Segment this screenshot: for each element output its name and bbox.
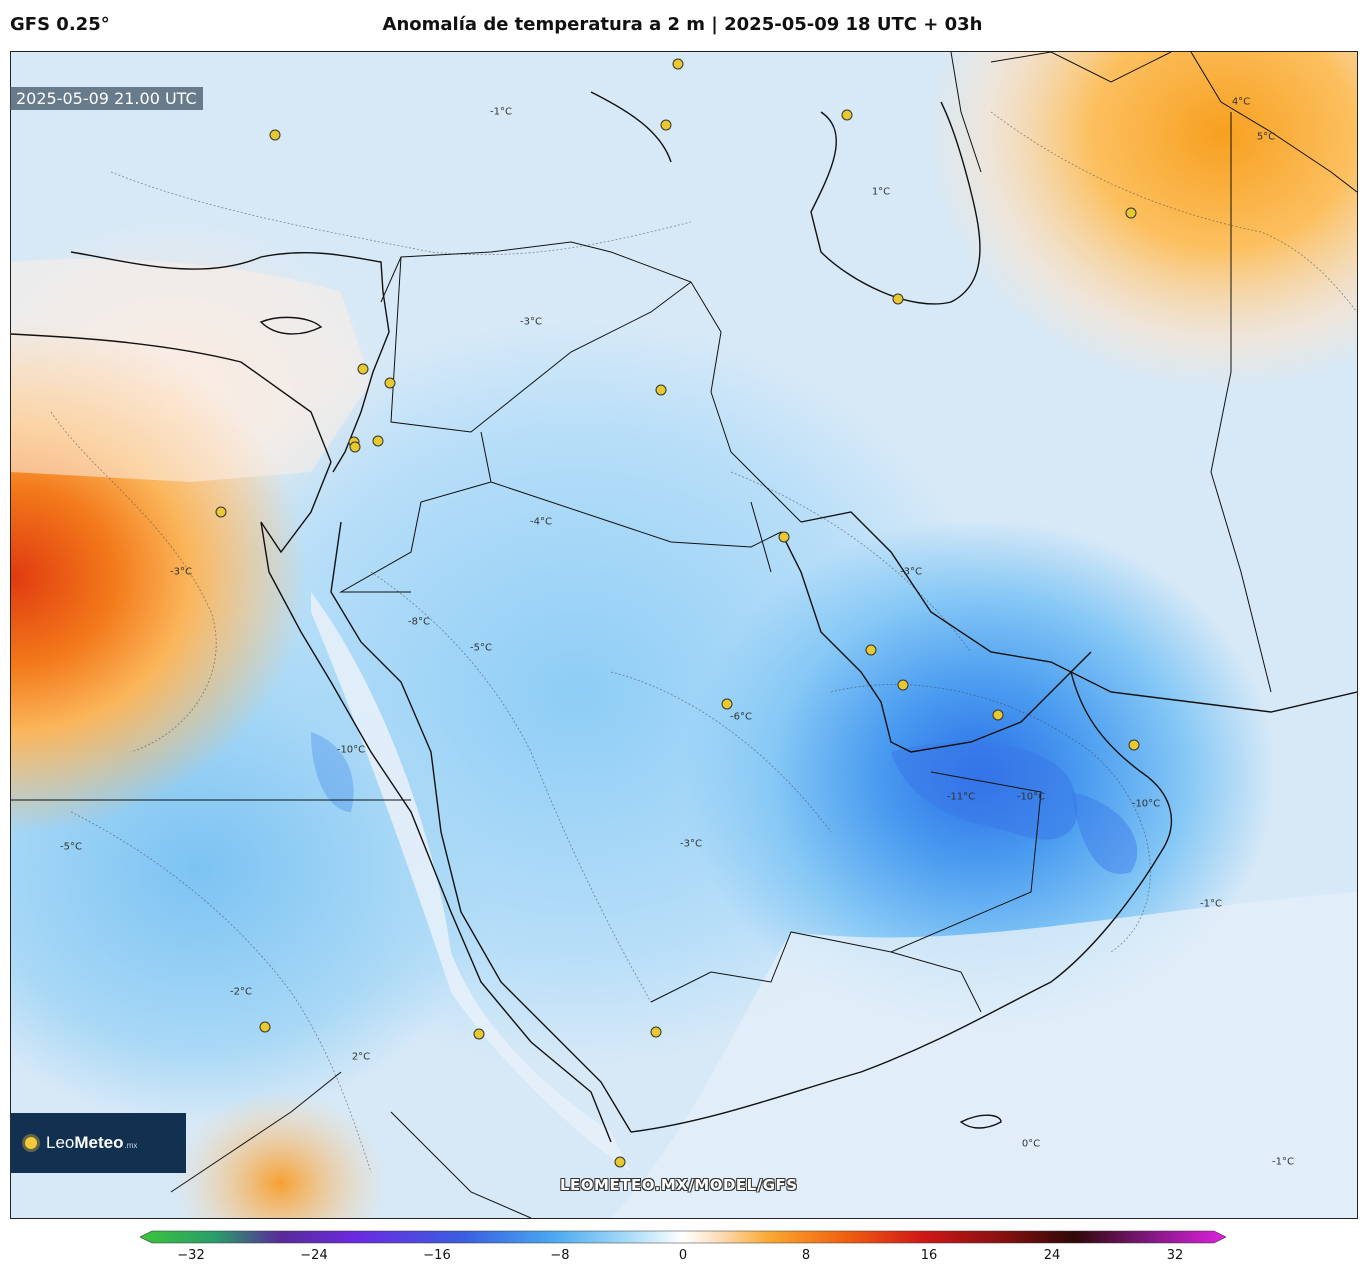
isotherm-label: -2°C xyxy=(230,986,252,998)
valid-time-badge: 2025-05-09 21.00 UTC xyxy=(10,87,203,110)
city-marker xyxy=(655,384,667,396)
isotherm-label: -1°C xyxy=(490,106,512,118)
isotherm-label: -5°C xyxy=(470,642,492,654)
city-marker xyxy=(841,109,853,121)
colorbar xyxy=(140,1230,1226,1244)
sun-icon xyxy=(20,1132,42,1154)
map-canvas[interactable]: -1°C 1°C -3°C -4°C -5°C -6°C -8°C -10°C … xyxy=(10,51,1358,1219)
logo-wordmark: LeoMeteo.mx xyxy=(46,1133,138,1152)
colorbar-tick-label: 8 xyxy=(801,1248,811,1263)
city-marker xyxy=(778,531,790,543)
anomaly-field xyxy=(11,52,1357,1218)
isotherm-label: -1°C xyxy=(1272,1156,1294,1168)
isotherm-label: -8°C xyxy=(408,616,430,628)
city-marker xyxy=(357,363,369,375)
city-marker xyxy=(215,506,227,518)
city-marker xyxy=(384,377,396,389)
model-label: GFS 0.25° xyxy=(10,14,110,35)
city-marker xyxy=(259,1021,271,1033)
isotherm-label: 1°C xyxy=(871,186,891,198)
city-marker xyxy=(865,644,877,656)
city-marker xyxy=(892,293,904,305)
source-watermark[interactable]: LEOMETEO.MX/MODEL/GFS xyxy=(560,1176,798,1194)
isotherm-label: -3°C xyxy=(680,838,702,850)
colorbar-tick-label: 24 xyxy=(1043,1248,1061,1263)
city-marker xyxy=(1125,207,1137,219)
isotherm-label: -3°C xyxy=(170,566,192,578)
city-marker xyxy=(1128,739,1140,751)
city-marker xyxy=(269,129,281,141)
colorbar-tick-label: −16 xyxy=(423,1248,451,1263)
isotherm-label: -3°C xyxy=(900,566,922,578)
isotherm-label: -6°C xyxy=(730,711,752,723)
isotherm-label: -4°C xyxy=(530,516,552,528)
isotherm-label: -10°C xyxy=(336,744,366,756)
colorbar-tick-label: 0 xyxy=(678,1248,688,1263)
city-marker xyxy=(897,679,909,691)
city-marker xyxy=(660,119,672,131)
colorbar-tick-label: −24 xyxy=(300,1248,328,1263)
city-marker xyxy=(650,1026,662,1038)
colorbar-tick-label: −8 xyxy=(550,1248,570,1263)
city-marker xyxy=(672,58,684,70)
city-marker xyxy=(614,1156,626,1168)
colorbar-tick-label: 16 xyxy=(920,1248,938,1263)
city-marker xyxy=(372,435,384,447)
city-marker xyxy=(349,441,361,453)
isotherm-label: -5°C xyxy=(60,841,82,853)
isotherm-label: 5°C xyxy=(1256,131,1276,143)
city-marker xyxy=(721,698,733,710)
colorbar-tick-label: 32 xyxy=(1166,1248,1184,1263)
isotherm-label: 2°C xyxy=(351,1051,371,1063)
city-marker xyxy=(992,709,1004,721)
city-marker xyxy=(473,1028,485,1040)
isotherm-label: -10°C xyxy=(1016,791,1046,803)
leometeo-logo[interactable]: LeoMeteo.mx xyxy=(10,1113,186,1173)
isotherm-label: -1°C xyxy=(1200,898,1222,910)
isotherm-label: -10°C xyxy=(1131,798,1161,810)
chart-title: Anomalía de temperatura a 2 m | 2025-05-… xyxy=(382,14,983,35)
isotherm-label: 4°C xyxy=(1231,96,1251,108)
isotherm-label: -3°C xyxy=(520,316,542,328)
isotherm-label: -11°C xyxy=(946,791,976,803)
isotherm-label: 0°C xyxy=(1021,1138,1041,1150)
colorbar-tick-label: −32 xyxy=(177,1248,205,1263)
